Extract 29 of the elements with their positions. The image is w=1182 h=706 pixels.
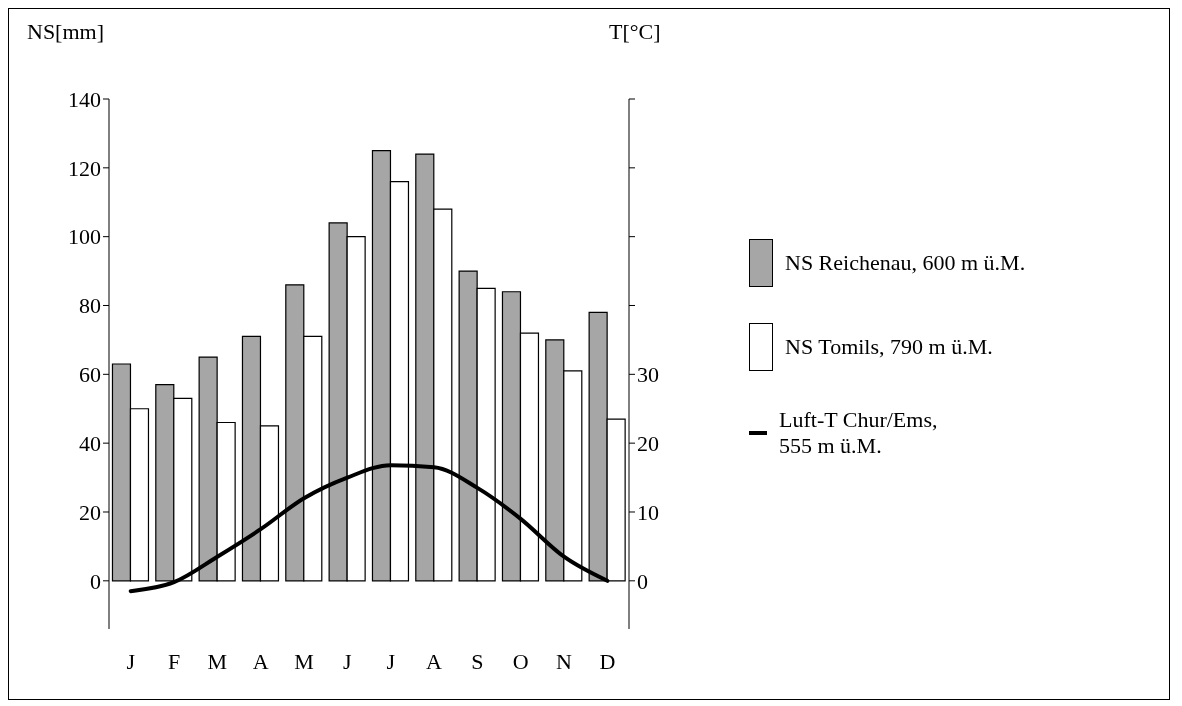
y-tick-label: 80 bbox=[79, 293, 101, 319]
x-tick-label: A bbox=[426, 648, 443, 674]
legend-label: NS Reichenau, 600 m ü.M. bbox=[785, 250, 1026, 276]
y-tick-label: 60 bbox=[79, 362, 101, 388]
x-tick-label: J bbox=[126, 648, 136, 674]
y2-tick-label: 30 bbox=[637, 362, 659, 388]
legend-label: NS Tomils, 790 m ü.M. bbox=[785, 334, 993, 360]
y-tick-label: 40 bbox=[79, 430, 101, 456]
y-tick-label: 20 bbox=[79, 499, 101, 525]
x-tick-label: M bbox=[207, 648, 228, 674]
y-tick-label: 100 bbox=[68, 224, 101, 250]
x-tick-label: O bbox=[512, 648, 529, 674]
y-tick-label: 140 bbox=[68, 86, 101, 112]
x-tick-label: S bbox=[471, 648, 484, 674]
y-axis-title: NS[mm] bbox=[27, 19, 104, 45]
x-tick-label: F bbox=[167, 648, 181, 674]
x-tick-label: J bbox=[343, 648, 353, 674]
x-tick-label: N bbox=[556, 648, 573, 674]
x-tick-label: J bbox=[386, 648, 396, 674]
x-tick-label: M bbox=[294, 648, 314, 674]
y-tick-label: 0 bbox=[90, 568, 101, 594]
y2-tick-label: 20 bbox=[637, 430, 659, 456]
y2-tick-label: 0 bbox=[637, 568, 648, 594]
y-tick-label: 120 bbox=[68, 155, 101, 181]
x-tick-label: D bbox=[599, 648, 616, 674]
y2-tick-label: 10 bbox=[637, 499, 659, 525]
legend-label: Luft-T Chur/Ems, 555 m ü.M. bbox=[779, 407, 939, 459]
y2-axis-title: T[°C] bbox=[609, 19, 661, 45]
x-tick-label: A bbox=[252, 648, 269, 674]
